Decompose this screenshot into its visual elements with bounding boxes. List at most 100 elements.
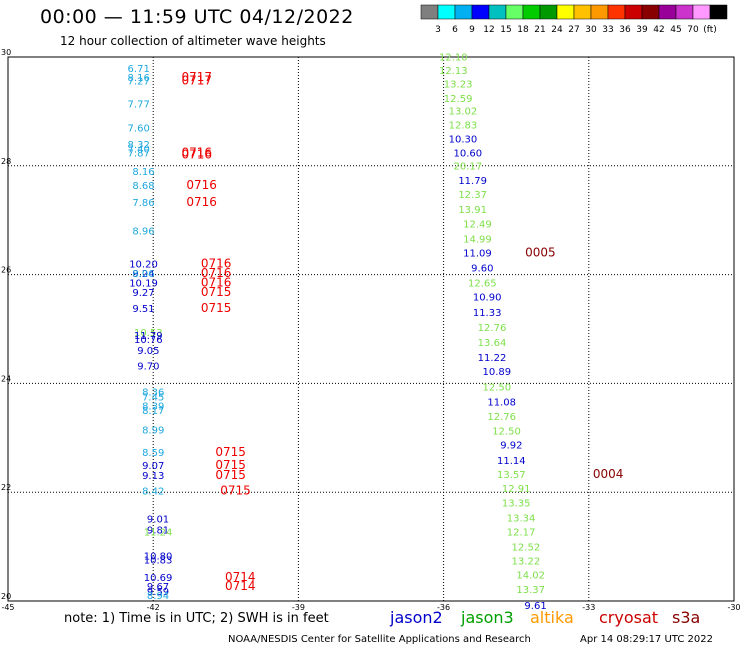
time-label: 0715 [215,445,246,459]
wave-height-label: 10.20 [129,260,158,271]
wave-height-label: 11.24 [144,528,173,539]
wave-height-label: 11.09 [463,249,492,260]
x-tick-label: -30 [727,603,740,610]
wave-height-label: 8.32 [128,140,150,151]
wave-height-label: 9.67 [147,582,169,593]
wave-height-label: 10.69 [144,573,173,584]
x-tick-label: -33 [582,603,595,610]
legend-altika: altika [530,608,574,627]
wave-height-plot: -45 -42 -39 -36 -33 -303028262422206.718.167.… [1,48,740,610]
wave-height-label: 8.68 [132,181,154,192]
wave-height-label: 12.49 [463,219,492,230]
x-tick-label: -45 [1,603,14,610]
y-tick-label: 22 [1,483,11,492]
time-label: 0715 [220,483,251,497]
wave-height-label: 13.91 [458,205,487,216]
wave-height-label: 9.05 [137,346,159,357]
y-tick-label: 24 [1,374,11,383]
wave-height-label: 7.45 [142,392,164,403]
scale-label: 3 [435,25,441,34]
time-label: 0715 [201,301,232,315]
wave-height-label: 10.76 [134,335,163,346]
wave-height-label: 9.60 [471,263,493,274]
wave-height-label: 7.87 [128,149,150,160]
wave-height-label: 8.16 [132,167,154,178]
wave-height-label: 7.77 [128,100,150,111]
wave-height-label: 14.02 [516,571,545,582]
footer-note: note: 1) Time is in UTC; 2) SWH is in fe… [64,611,329,626]
color-scale-bar: 3 6 9 12 15 18 21 24 27 30 33 36 39 42 45 70 (ft) [420,4,728,34]
wave-height-label: 12.37 [458,190,487,201]
time-label: 0005 [525,246,556,260]
wave-height-label: 10.19 [129,279,158,290]
wave-height-label: 13.23 [444,79,473,90]
y-tick-label: 20 [1,592,11,601]
scale-label: 15 [500,25,511,34]
time-label: 0717 [181,74,212,88]
wave-height-label: 13.34 [507,514,536,525]
wave-height-label: 9.59 [147,587,169,598]
wave-height-label: 9.01 [147,515,169,526]
y-tick-label: 26 [1,266,11,275]
time-label: 0715 [215,458,246,472]
scale-label: 6 [452,25,458,34]
wave-height-label: 10.80 [144,552,173,563]
scale-label: 27 [568,25,579,34]
wave-height-label: 11.79 [134,331,163,342]
time-label: 0716 [186,178,217,192]
wave-height-label: 10.53 [134,328,163,339]
wave-height-label: 20.17 [453,162,482,173]
wave-height-label: 9.81 [147,526,169,537]
wave-height-label: 8.99 [142,425,164,436]
scale-swatch [709,4,728,20]
scale-label: 42 [653,25,664,34]
generated-date: Apr 14 08:29:17 UTC 2022 [580,634,713,645]
legend-jason2: jason2 [390,608,443,627]
page-subtitle: 12 hour collection of altimeter wave hei… [60,34,326,48]
wave-height-label: 13.35 [502,498,531,509]
wave-height-label: 8.16 [128,73,150,84]
time-label: 0714 [225,579,256,593]
wave-height-label: 13.37 [516,585,545,596]
time-label: 0004 [593,467,624,481]
wave-height-label: 12.52 [512,542,541,553]
scale-label: 21 [534,25,545,34]
wave-height-label: 12.91 [502,484,531,495]
wave-height-label: 11.08 [487,398,516,409]
wave-height-label: 9.27 [132,288,154,299]
y-tick-label: 28 [1,157,11,166]
wave-height-label: 12.76 [478,323,507,334]
wave-height-label: 12.83 [449,120,478,131]
wave-height-label: 12.17 [507,528,536,539]
wave-height-label: 12.65 [468,279,497,290]
scale-label: 12 [483,25,494,34]
wave-height-label: 8.94 [147,591,169,602]
wave-height-label: 8.96 [132,226,154,237]
time-label: 0716 [181,148,212,162]
x-tick-label: -39 [292,603,305,610]
wave-height-label: 8.59 [142,448,164,459]
scale-label: 30 [585,25,597,34]
wave-height-label: 9.61 [524,601,546,610]
wave-height-label: 10.89 [483,367,512,378]
legend-cryosat: cryosat [599,608,659,627]
wave-height-label: 12.50 [483,382,512,393]
wave-height-label: 14.99 [463,235,492,246]
wave-height-label: 8.42 [142,486,164,497]
wave-height-label: 7.60 [128,124,150,135]
wave-height-label: 10.90 [473,293,502,304]
wave-height-label: 7.86 [132,198,154,209]
wave-height-label: 9.70 [137,361,159,372]
wave-height-label: 8.39 [142,402,164,413]
scale-label: 24 [551,25,563,34]
scale-label: 45 [670,25,681,34]
wave-height-label: 10.60 [453,149,482,160]
wave-height-label: 12.10 [439,52,468,63]
wave-height-label: 9.24 [132,269,154,280]
scale-label: (ft) [703,25,717,34]
wave-height-label: 10.30 [449,134,478,145]
x-tick-label: -36 [437,603,450,610]
time-label: 0715 [201,285,232,299]
time-label: 0716 [201,276,232,290]
scale-label: 18 [517,25,529,34]
